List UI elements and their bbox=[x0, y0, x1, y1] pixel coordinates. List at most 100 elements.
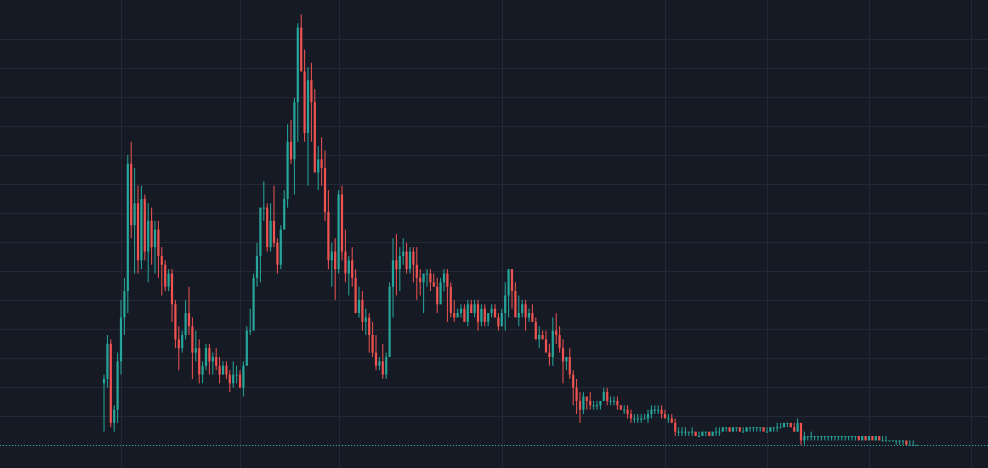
candle bbox=[507, 269, 510, 318]
candle-body bbox=[667, 418, 670, 420]
candle bbox=[147, 203, 150, 283]
candle-body bbox=[898, 440, 901, 442]
candle-body bbox=[646, 414, 650, 419]
candle bbox=[714, 427, 718, 437]
candle bbox=[840, 436, 843, 441]
candle bbox=[160, 247, 163, 296]
candle-body bbox=[765, 431, 769, 433]
candle-body bbox=[126, 163, 129, 292]
candle bbox=[915, 444, 918, 446]
candle-body bbox=[493, 308, 497, 318]
candle-body bbox=[334, 251, 337, 270]
candle bbox=[820, 436, 823, 441]
candle bbox=[602, 387, 605, 401]
candle-body bbox=[786, 422, 789, 424]
candle-body bbox=[891, 440, 894, 442]
candle-body bbox=[412, 251, 415, 265]
candle-body bbox=[456, 313, 459, 318]
candle-body bbox=[595, 405, 599, 407]
candle bbox=[616, 396, 619, 410]
candle-body bbox=[344, 251, 347, 274]
candle-body bbox=[538, 335, 541, 340]
candle-body bbox=[510, 269, 514, 292]
candle-body bbox=[657, 409, 660, 411]
candle-body bbox=[691, 431, 694, 433]
candle bbox=[782, 422, 786, 428]
candle bbox=[371, 321, 374, 357]
candle-body bbox=[915, 444, 918, 446]
candle bbox=[164, 260, 167, 292]
candle-body bbox=[589, 400, 592, 406]
candle bbox=[833, 436, 837, 441]
candle bbox=[357, 286, 361, 318]
candle bbox=[388, 282, 391, 357]
candle bbox=[347, 255, 350, 296]
candle-body bbox=[592, 405, 595, 407]
candle bbox=[531, 304, 534, 322]
candle-body bbox=[820, 436, 823, 438]
candle bbox=[827, 436, 830, 441]
candle bbox=[650, 405, 653, 419]
candle-body bbox=[293, 102, 296, 160]
candle-body bbox=[602, 392, 605, 401]
candle-body bbox=[330, 251, 333, 261]
candle-body bbox=[228, 374, 231, 384]
candle bbox=[575, 378, 578, 415]
candle-body bbox=[381, 361, 384, 375]
candle-body bbox=[697, 436, 701, 438]
candle-body bbox=[211, 356, 214, 362]
candle bbox=[351, 247, 354, 287]
candle bbox=[762, 427, 765, 432]
candle bbox=[555, 313, 558, 344]
candle bbox=[684, 427, 687, 437]
candle-body bbox=[643, 418, 646, 420]
candle-body bbox=[561, 348, 565, 362]
candle bbox=[789, 422, 792, 428]
candle-body bbox=[398, 255, 401, 270]
candle-body bbox=[653, 409, 656, 411]
candle bbox=[466, 299, 469, 327]
candle-body bbox=[524, 304, 527, 318]
candle-body bbox=[619, 405, 622, 410]
candle bbox=[572, 370, 575, 406]
candle-body bbox=[337, 194, 340, 270]
candle-body bbox=[731, 427, 735, 432]
candle bbox=[405, 242, 408, 274]
candle-body bbox=[402, 251, 405, 256]
candle-body bbox=[480, 308, 483, 322]
candle bbox=[211, 352, 214, 375]
candle bbox=[830, 436, 833, 441]
candle bbox=[711, 431, 714, 437]
candle-body bbox=[799, 422, 803, 441]
candle bbox=[752, 427, 755, 432]
candle-body bbox=[575, 387, 578, 401]
candle-body bbox=[177, 339, 180, 349]
candle bbox=[323, 150, 327, 221]
candle bbox=[612, 396, 616, 406]
candle bbox=[449, 282, 452, 318]
candle-body bbox=[238, 374, 242, 388]
candle bbox=[633, 414, 636, 423]
candle bbox=[731, 427, 735, 432]
candle bbox=[745, 427, 748, 432]
candle-body bbox=[218, 365, 221, 375]
candle bbox=[585, 396, 588, 410]
candle-body bbox=[514, 291, 517, 318]
candle-body bbox=[187, 313, 191, 327]
candle bbox=[578, 392, 582, 423]
candle bbox=[446, 269, 449, 322]
candle-body bbox=[242, 365, 245, 388]
candle bbox=[143, 194, 146, 261]
candle bbox=[813, 436, 816, 441]
candle bbox=[504, 282, 507, 331]
candle-body bbox=[147, 220, 150, 252]
candle bbox=[888, 440, 891, 442]
candle bbox=[470, 299, 473, 314]
candle-body bbox=[847, 436, 850, 438]
candle-body bbox=[340, 194, 344, 252]
candle-body bbox=[629, 414, 633, 419]
candle-body bbox=[170, 273, 174, 305]
candle bbox=[514, 282, 517, 318]
